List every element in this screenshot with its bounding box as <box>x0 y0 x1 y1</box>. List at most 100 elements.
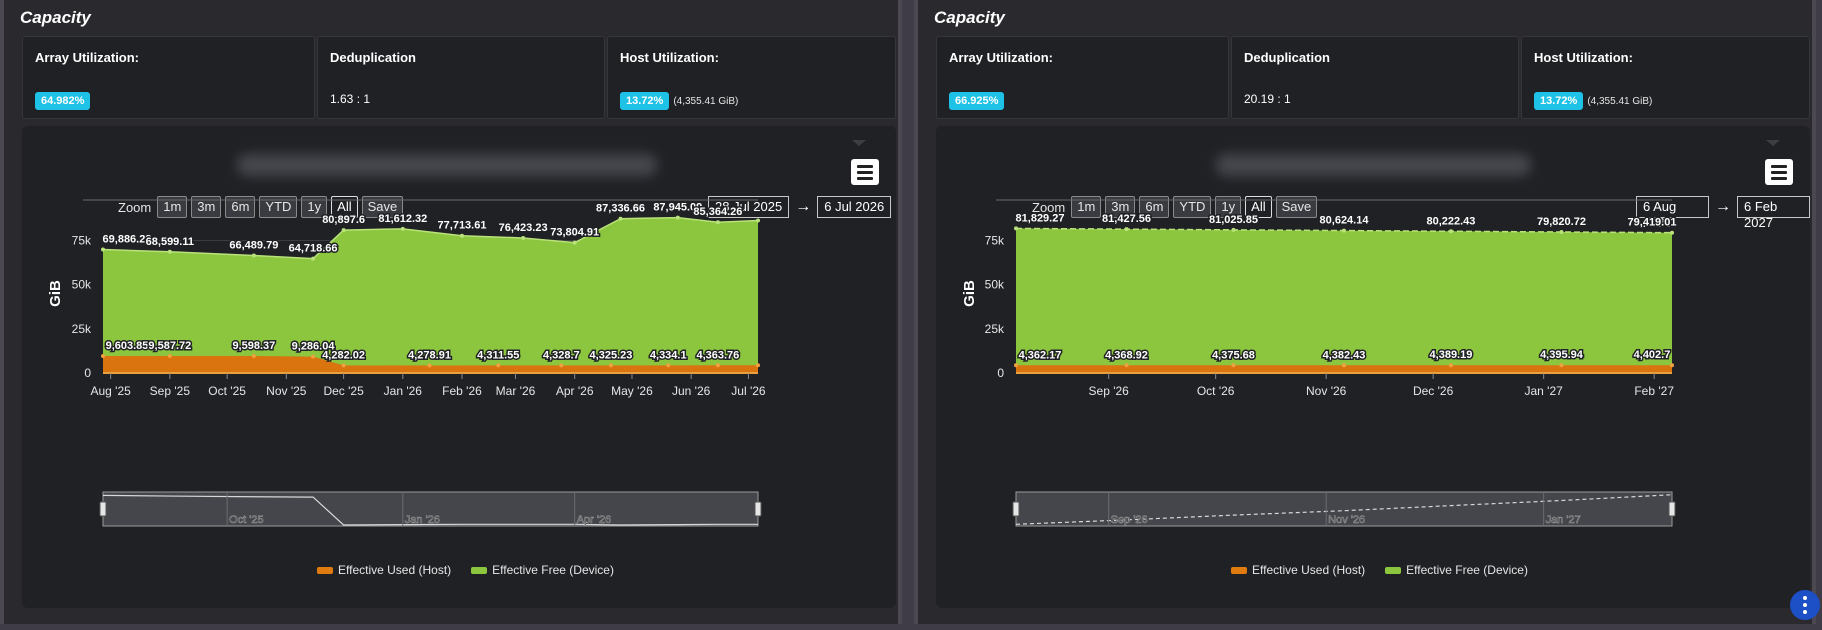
legend-item-used[interactable]: Effective Used (Host) <box>317 563 451 577</box>
y-tick-label: 25k <box>72 322 92 336</box>
data-label-effective-free: 79,419.01 <box>1628 217 1677 229</box>
legend-item-free[interactable]: Effective Free (Device) <box>471 563 614 577</box>
data-point-effective-used <box>559 363 564 368</box>
chart-legend: Effective Used (Host) Effective Free (De… <box>317 563 614 577</box>
host-utilization-detail: (4,355.41 GiB) <box>1587 95 1653 107</box>
deduplication-value: 20.19 : 1 <box>1244 92 1291 106</box>
chart-title-redacted <box>1216 154 1531 176</box>
data-label-effective-used: 9,598.37 <box>232 340 275 352</box>
x-tick-label: Aug '25 <box>90 384 131 398</box>
zoom-all-button[interactable]: All <box>1245 196 1272 218</box>
zoom-1m-button[interactable]: 1m <box>157 196 188 218</box>
data-label-effective-free: 80,222.43 <box>1426 215 1475 227</box>
data-label-effective-free: 85,364.26 <box>693 206 742 218</box>
x-tick-label: Jan '26 <box>384 384 423 398</box>
data-label-effective-used: 4,375.68 <box>1212 349 1255 361</box>
zoom-1m-button[interactable]: 1m <box>1071 196 1102 218</box>
data-label-effective-free: 87,336.66 <box>596 203 645 215</box>
zoom-6m-button[interactable]: 6m <box>1139 196 1170 218</box>
data-point-effective-used <box>341 363 346 368</box>
data-point-effective-used <box>1342 363 1346 368</box>
date-from-input[interactable]: 6 Aug 2026 <box>1636 196 1709 230</box>
legend-item-used[interactable]: Effective Used (Host) <box>1231 563 1365 577</box>
capacity-panel-left: Capacity Array Utilization: 64.982% Dedu… <box>0 0 902 624</box>
legend-swatch-free <box>1385 566 1402 574</box>
more-options-button[interactable] <box>1790 590 1820 620</box>
date-to-input[interactable]: 6 Jul 2026 <box>817 196 892 218</box>
legend-item-free[interactable]: Effective Free (Device) <box>1385 563 1528 577</box>
data-label-effective-free: 66,489.79 <box>229 240 278 252</box>
data-label-effective-free: 80,624.14 <box>1320 215 1370 227</box>
series-area-effective-free <box>1016 228 1672 373</box>
capacity-panel-right: Capacity Array Utilization: 66.925% Dedu… <box>914 0 1816 624</box>
chart-collapse-chevron-icon[interactable] <box>1766 140 1780 146</box>
zoom-6m-button[interactable]: 6m <box>225 196 256 218</box>
zoom-1y-button[interactable]: 1y <box>1215 196 1242 218</box>
zoom-3m-button[interactable]: 3m <box>191 196 222 218</box>
data-point-effective-used <box>1231 363 1236 368</box>
x-tick-label: Jul '26 <box>731 384 766 398</box>
chart-collapse-chevron-icon[interactable] <box>852 140 866 146</box>
navigator-tick-label: Sep '26 <box>1111 514 1148 526</box>
data-label-effective-free: 64,718.66 <box>289 243 338 255</box>
capacity-chart: 0 25k 50k 75k GiB 81,829.27 81,427.56 81,025.85… <box>961 199 1678 527</box>
data-point-effective-free <box>572 240 577 245</box>
data-label-effective-free: 76,423.23 <box>499 222 548 234</box>
zoom-1y-button[interactable]: 1y <box>301 196 328 218</box>
x-tick-label: Feb '27 <box>1634 384 1674 398</box>
data-point-effective-free <box>1231 227 1236 232</box>
data-label-effective-free: 73,804.91 <box>550 227 599 239</box>
x-tick-label: Sep '25 <box>150 384 191 398</box>
y-tick-label: 75k <box>72 234 92 248</box>
data-label-effective-free: 69,886.23 <box>103 234 152 246</box>
x-tick-label: Feb '26 <box>442 384 482 398</box>
navigator <box>1015 491 1673 527</box>
data-point-effective-used <box>1448 363 1453 368</box>
zoom-all-button[interactable]: All <box>331 196 358 218</box>
data-point-effective-used <box>1670 363 1674 368</box>
x-tick-label: Dec '25 <box>323 384 364 398</box>
zoom-ytd-button[interactable]: YTD <box>1173 196 1212 218</box>
zoom-ytd-button[interactable]: YTD <box>259 196 298 218</box>
data-label-effective-used: 4,402.7 <box>1634 349 1671 361</box>
zoom-3m-button[interactable]: 3m <box>1105 196 1136 218</box>
host-utilization-label: Host Utilization: <box>620 50 719 65</box>
legend-label-used: Effective Used (Host) <box>338 563 452 577</box>
data-point-effective-free <box>400 226 405 231</box>
x-tick-label: Nov '25 <box>266 384 307 398</box>
array-utilization-badge: 66.925% <box>949 92 1005 110</box>
data-point-effective-free <box>1124 227 1129 232</box>
navigator <box>102 491 759 527</box>
chart-menu-button[interactable] <box>1765 159 1793 185</box>
data-point-effective-free <box>715 220 720 225</box>
deduplication-label: Deduplication <box>330 50 416 65</box>
data-label-effective-used: 4,278.91 <box>408 349 451 361</box>
data-label-effective-used: 9,286.04 <box>292 341 336 353</box>
deduplication-card: Deduplication 20.19 : 1 <box>1231 36 1519 119</box>
data-point-effective-used <box>496 363 501 368</box>
x-tick-label: Apr '26 <box>556 384 594 398</box>
x-tick-label: Jun '26 <box>672 384 711 398</box>
date-from-input[interactable]: 28 Jul 2025 <box>708 196 790 218</box>
save-button[interactable]: Save <box>1275 196 1318 218</box>
legend-swatch-used <box>1231 566 1247 574</box>
y-axis-label: GiB <box>47 280 64 307</box>
array-utilization-card: Array Utilization: 66.925% <box>936 36 1229 119</box>
save-button[interactable]: Save <box>361 196 404 218</box>
data-point-effective-free <box>1670 230 1674 235</box>
navigator-handle <box>99 501 107 517</box>
data-point-effective-free <box>1014 226 1018 231</box>
navigator-tick-label: Jan '26 <box>405 514 440 526</box>
y-tick-label: 50k <box>985 278 1005 292</box>
chart-menu-button[interactable] <box>851 159 879 185</box>
data-point-effective-used <box>311 354 316 359</box>
host-utilization-label: Host Utilization: <box>1534 50 1633 65</box>
data-label-effective-used: 4,395.94 <box>1540 349 1584 361</box>
range-arrow: → <box>1715 198 1731 215</box>
data-point-effective-used <box>1124 363 1129 368</box>
series-area-effective-used <box>103 356 758 373</box>
date-to-input[interactable]: 6 Feb 2027 <box>1737 196 1810 230</box>
date-range: 28 Jul 2025 → 6 Jul 2026 <box>708 196 892 218</box>
capacity-chart-card: Zoom 1m 3m 6m YTD 1y All Save 28 Jul 202… <box>22 126 896 608</box>
